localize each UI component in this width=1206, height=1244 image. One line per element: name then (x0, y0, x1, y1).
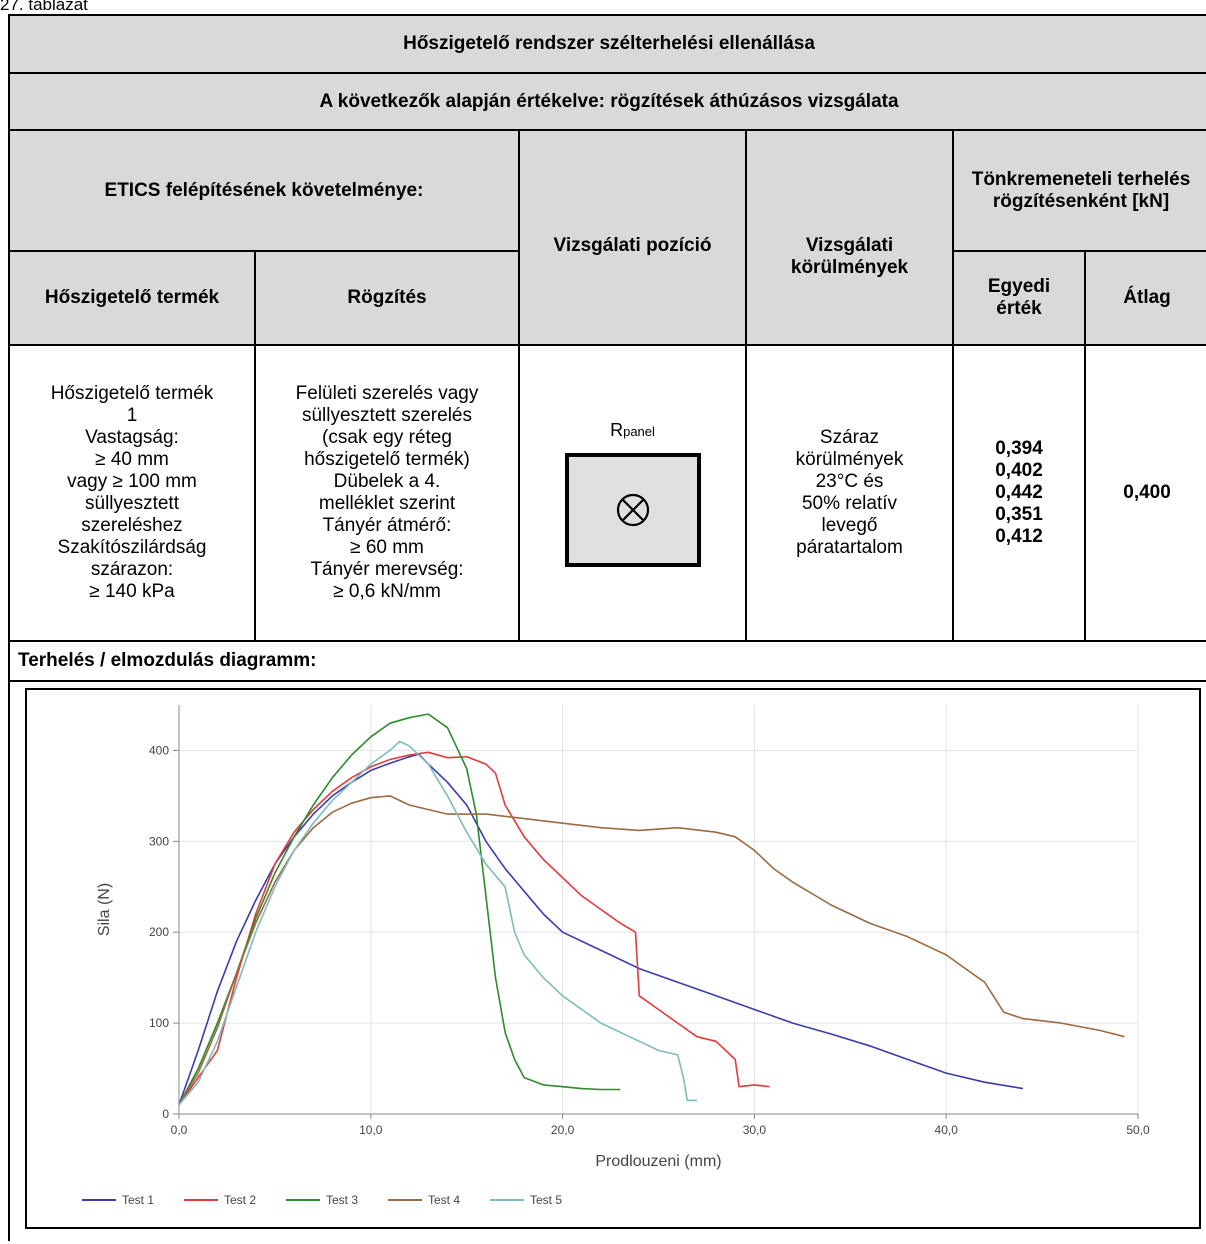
insulation-header: Hőszigetelő termék (8, 250, 256, 346)
y-tick-label: 200 (149, 925, 169, 939)
fixing-line: ≥ 60 mm (350, 537, 424, 558)
single-value: 0,394 (995, 438, 1043, 459)
x-tick-label: 50,0 (1126, 1123, 1150, 1137)
insulation-line: süllyesztett (85, 493, 179, 514)
etics-header: ETICS felépítésének követelménye: (8, 129, 520, 252)
failure-load-header: Tönkremeneteli terhelés rögzítésenként [… (951, 129, 1206, 252)
table-title: Hőszigetelő rendszer szélterhelési ellen… (7, 14, 1206, 74)
single-value: 0,351 (995, 504, 1043, 525)
single-value: 0,412 (995, 526, 1043, 547)
series-line-test-5 (178, 740, 697, 1106)
single-values-list: 0,394 0,402 0,442 0,351 0,412 (995, 438, 1043, 548)
fixing-line: ≥ 0,6 kN/mm (333, 581, 441, 602)
y-tick-label: 0 (162, 1107, 169, 1121)
single-value: 0,402 (995, 460, 1043, 481)
insulation-line: 1 (126, 405, 138, 426)
insulation-line: szereléshez (81, 515, 183, 536)
fixing-line: melléklet szerint (318, 493, 456, 514)
conditions-line: páratartalom (796, 537, 903, 558)
conditions-header: Vizsgálati körülmények (745, 129, 954, 346)
fixing-line: Dübelek a 4. (333, 471, 441, 492)
insulation-cell: Hőszigetelő termék 1 Vastagság: ≥ 40 mm vagy… (8, 344, 256, 642)
circled-cross-icon (616, 493, 649, 527)
fixing-line: Tányér átmérő: (322, 515, 452, 536)
x-tick-label: 30,0 (743, 1123, 767, 1137)
x-axis-label: Prodlouzeni (mm) (595, 1153, 721, 1170)
y-tick-label: 400 (149, 743, 169, 757)
conditions-header-text: Vizsgálati körülmények (790, 235, 909, 278)
legend-label: Test 4 (428, 1193, 460, 1207)
chart-svg: 0 100 200 300 400 0,0 10,0 20,0 30,0 40,0 50,0 Prod… (82, 705, 1150, 1207)
insulation-line: ≥ 40 mm (95, 449, 169, 470)
panel-diagram (564, 453, 701, 567)
table-subtitle: A következők alapján értékelve: rögzítés… (7, 72, 1206, 131)
series-line-test-1 (178, 753, 1024, 1106)
diagram-header: Terhelés / elmozdulás diagramm: (7, 640, 1206, 682)
insulation-line: ≥ 140 kPa (89, 581, 175, 602)
legend-label: Test 1 (122, 1193, 154, 1207)
fixing-header: Rögzítés (254, 250, 520, 346)
insulation-line: vagy ≥ 100 mm (67, 471, 197, 492)
position-header-text: Vizsgálati pozíció (553, 235, 712, 256)
y-axis-label: Sila (N) (96, 883, 113, 936)
rpanel-label-main: R (610, 420, 624, 440)
conditions-line: 23°C és (815, 471, 884, 492)
conditions-line: levegő (821, 515, 878, 536)
fixing-line: Tányér merevség: (310, 559, 464, 580)
insulation-line: Vastagság: (85, 427, 179, 448)
series-line-test-2 (178, 751, 770, 1106)
insulation-line: Hőszigetelő termék (50, 383, 214, 404)
position-cell: Rpanel (518, 344, 747, 642)
insulation-line: szárazon: (90, 559, 174, 580)
x-tick-label: 0,0 (171, 1123, 188, 1137)
series-line-test-3 (178, 713, 621, 1106)
y-tick-label: 100 (149, 1016, 169, 1030)
position-header: Vizsgálati pozíció (518, 129, 747, 346)
average-value: 0,400 (1083, 344, 1206, 642)
single-values-cell: 0,394 0,402 0,442 0,351 0,412 (952, 344, 1086, 642)
fixing-line: (csak egy réteg (322, 427, 452, 448)
conditions-line: 50% relatív (801, 493, 898, 514)
rpanel-label-sub: panel (623, 424, 655, 439)
legend-label: Test 2 (224, 1193, 256, 1207)
single-value: 0,442 (995, 482, 1043, 503)
legend-label: Test 3 (326, 1193, 358, 1207)
fixing-line: süllyesztett szerelés (301, 405, 472, 426)
conditions-line: körülmények (795, 449, 904, 470)
rpanel-label: Rpanel (520, 419, 745, 443)
average-header: Átlag (1083, 250, 1206, 346)
load-displacement-chart: 0 100 200 300 400 0,0 10,0 20,0 30,0 40,0 50,0 Prod… (25, 688, 1201, 1229)
conditions-cell: Száraz körülmények 23°C és 50% relatív leveg… (745, 344, 954, 642)
x-tick-label: 40,0 (935, 1123, 959, 1137)
table-caption: 27. táblázat (0, 0, 88, 14)
legend-label: Test 5 (530, 1193, 562, 1207)
single-value-header: Egyedi érték (952, 250, 1086, 346)
x-tick-label: 20,0 (551, 1123, 575, 1137)
x-tick-label: 10,0 (359, 1123, 383, 1137)
y-tick-label: 300 (149, 834, 169, 848)
fixing-line: hőszigetelő termék) (304, 449, 470, 470)
insulation-line: Szakítószilárdság (57, 537, 207, 558)
conditions-line: Száraz (819, 427, 880, 448)
series-line-test-4 (178, 795, 1125, 1106)
fixing-line: Felületi szerelés vagy (295, 383, 479, 404)
fixing-cell: Felületi szerelés vagy süllyesztett szere… (254, 344, 520, 642)
